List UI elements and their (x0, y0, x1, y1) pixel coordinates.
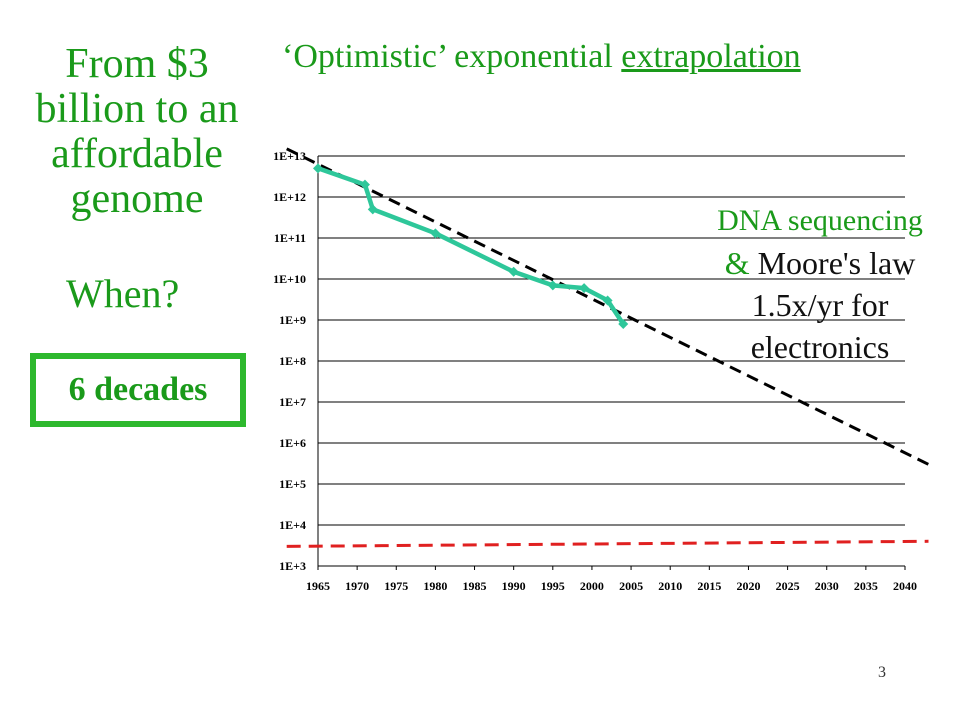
moores-law-trend-line (286, 147, 930, 466)
x-tick-label: 1980 (423, 579, 447, 593)
data-point-marker (430, 228, 441, 239)
answer-text: 6 decades (68, 371, 208, 408)
x-tick-label: 2005 (619, 579, 643, 593)
data-point-marker (579, 283, 590, 294)
y-tick-label: 1E+12 (273, 190, 306, 204)
x-tick-labels: 1965 1970 1975 1980 1985 1990 1995 2000 2005 2010… (306, 579, 917, 593)
data-point-marker (508, 266, 519, 277)
grid-lines (318, 155, 905, 526)
y-tick-label: 1E+13 (273, 149, 306, 163)
y-tick-label: 1E+9 (279, 313, 306, 327)
x-tick-label: 2030 (815, 579, 839, 593)
when-question: When? (66, 271, 180, 316)
side-note-line4: electronics (750, 329, 890, 365)
y-tick-label: 1E+7 (279, 395, 306, 409)
x-tick-label: 1985 (463, 579, 487, 593)
x-tick-label: 1995 (541, 579, 565, 593)
side-note-line1: DNA sequencing (717, 204, 923, 237)
sequencing-cost-line (315, 166, 626, 327)
data-point-marker (367, 204, 378, 215)
y-tick-label: 1E+3 (279, 559, 306, 573)
side-note-ampersand: & (724, 245, 758, 281)
data-markers (313, 163, 629, 329)
side-note-line3: 1.5x/yr for (751, 287, 889, 323)
side-note: DNA sequencing & Moore's law 1.5x/yr for… (690, 200, 950, 368)
data-point-marker (602, 295, 613, 306)
y-tick-label: 1E+4 (279, 518, 306, 532)
data-point-marker (547, 280, 558, 291)
axes (317, 156, 906, 570)
x-tick-label: 1990 (502, 579, 526, 593)
title-text: ‘Optimistic’ exponential (282, 38, 622, 75)
side-note-moores-law: Moore's law (757, 245, 916, 281)
page-number: 3 (878, 664, 886, 681)
x-tick-label: 2035 (854, 579, 878, 593)
x-tick-label: 2000 (580, 579, 604, 593)
y-tick-label: 1E+8 (279, 354, 306, 368)
y-tick-label: 1E+5 (279, 477, 306, 491)
slide-title: ‘Optimistic’ exponential extrapolation (282, 38, 942, 76)
affordable-threshold-line (286, 539, 929, 548)
title-underlined-text: extrapolation (621, 38, 801, 75)
x-tick-label: 2020 (736, 579, 760, 593)
data-point-marker (359, 179, 370, 190)
y-tick-label: 1E+6 (279, 436, 306, 450)
x-tick-label: 2010 (658, 579, 682, 593)
y-tick-label: 1E+10 (273, 272, 306, 286)
x-tick-label: 1965 (306, 579, 330, 593)
x-tick-label: 2040 (893, 579, 917, 593)
y-tick-labels: 1E+3 1E+4 1E+5 1E+6 1E+7 1E+8 1E+9 1E+10 1E+11 1E… (273, 149, 306, 573)
data-point-marker (313, 163, 323, 174)
x-tick-label: 2025 (776, 579, 800, 593)
left-title: From $3 billion to an affordable genome (35, 41, 239, 222)
answer-box: 6 decades (30, 353, 246, 427)
y-tick-label: 1E+11 (274, 231, 306, 245)
x-tick-label: 1970 (345, 579, 369, 593)
x-tick-label: 1975 (384, 579, 408, 593)
data-point-marker (618, 318, 629, 329)
x-tick-label: 2015 (697, 579, 721, 593)
side-note-line2: & Moore's law (690, 242, 950, 284)
